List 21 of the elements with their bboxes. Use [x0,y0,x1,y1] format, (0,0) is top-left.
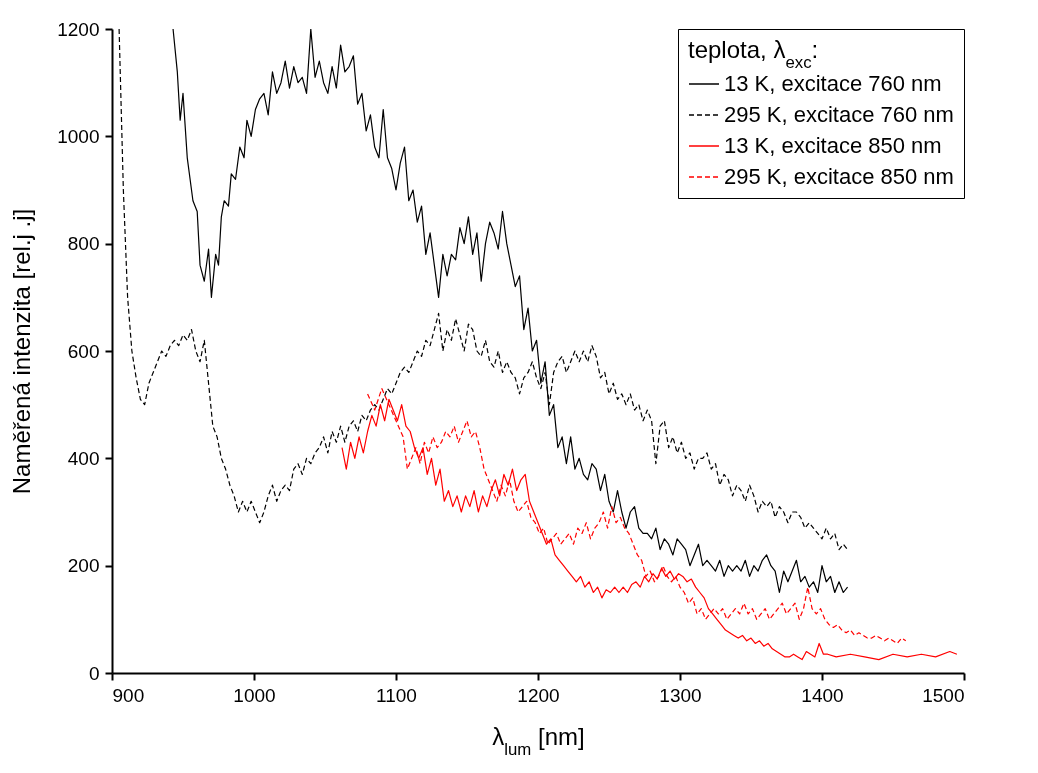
y-tick-label: 800 [67,233,100,255]
y-tick-label: 200 [67,555,100,577]
x-tick-label: 1400 [801,684,844,706]
legend-label: 13 K, excitace 850 nm [724,133,942,158]
legend-label: 295 K, excitace 850 nm [724,164,954,189]
y-tick-label: 0 [88,662,100,684]
x-tick-label: 1000 [233,684,276,706]
x-tick-label: 1300 [659,684,702,706]
x-tick-label: 900 [112,684,145,706]
y-tick-label: 400 [67,447,100,469]
legend-label: 295 K, excitace 760 nm [724,102,954,127]
x-axis-title: λ$_{lum}$ [nm] [492,722,585,758]
x-tick-label: 1500 [922,684,965,706]
y-axis-title: Naměřená intenzita [rel.j .j] [8,208,36,495]
x-tick-label: 1200 [517,684,560,706]
y-tick-label: 600 [67,340,100,362]
legend-title: teplota, λ$_{exc}$: [688,36,819,72]
y-tick-label: 1000 [57,125,100,147]
y-tick-label: 1200 [57,18,100,40]
legend-label: 13 K, excitace 760 nm [724,71,942,96]
x-tick-label: 1100 [376,684,417,706]
